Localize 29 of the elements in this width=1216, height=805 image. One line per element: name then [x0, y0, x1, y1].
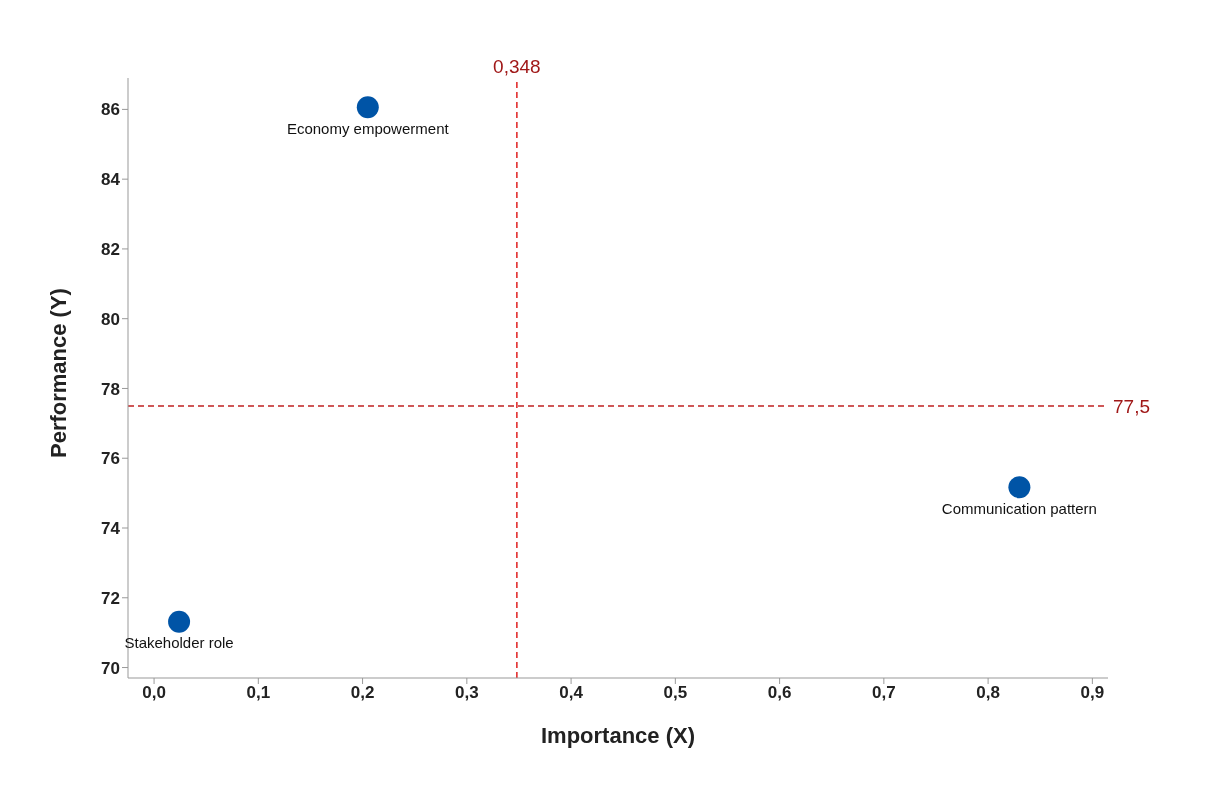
x-tick-label: 0,7 — [872, 683, 896, 703]
ref-line-label: 77,5 — [1113, 395, 1150, 417]
point — [356, 96, 379, 119]
y-tick-label: 76 — [101, 449, 120, 469]
x-tick-label: 0,5 — [663, 683, 688, 703]
x-tick-label: 0,9 — [1080, 683, 1105, 703]
x-tick-label: 0,6 — [767, 683, 792, 703]
y-axis-title: Performance (Y) — [45, 288, 71, 458]
y-tick-label: 74 — [101, 519, 121, 539]
x-tick-label: 0,2 — [350, 683, 375, 703]
annotation: Economy empowerment — [286, 119, 450, 137]
y-tick-label: 72 — [101, 588, 120, 608]
x-tick-label: 0,8 — [976, 683, 1000, 703]
annotation: Communication pattern — [941, 499, 1097, 517]
annotation: Stakeholder role — [124, 634, 234, 652]
point — [1008, 476, 1031, 499]
y-tick-label: 70 — [101, 658, 120, 678]
x-tick-label: 0,3 — [455, 683, 479, 703]
y-tick-label: 86 — [101, 100, 120, 120]
y-tick-label: 80 — [101, 309, 120, 329]
ref-line-label: 0,348 — [493, 56, 541, 77]
y-tick-label: 82 — [101, 239, 120, 259]
y-tick-label: 78 — [101, 379, 120, 399]
x-tick-label: 0,0 — [142, 683, 166, 703]
x-axis-title: Importance (X) — [540, 723, 696, 748]
x-tick-label: 0,1 — [246, 683, 271, 703]
x-tick-label: 0,4 — [559, 683, 584, 703]
y-tick-label: 84 — [101, 170, 121, 190]
point — [168, 610, 191, 633]
